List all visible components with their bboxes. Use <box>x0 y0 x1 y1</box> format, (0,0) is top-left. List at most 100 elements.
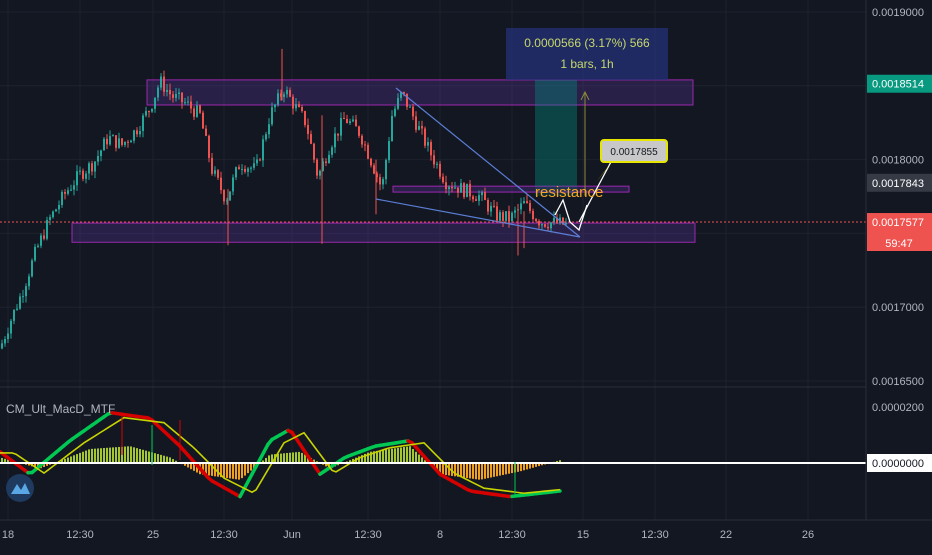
candle-body <box>106 139 108 145</box>
candle-body <box>349 121 351 123</box>
macd-histogram-bar <box>442 463 444 475</box>
candle-body <box>541 224 543 225</box>
candle-body <box>475 199 477 201</box>
candle-body <box>244 169 246 172</box>
candle-body <box>391 116 393 141</box>
price-tick-label: 0.0016500 <box>872 376 924 388</box>
candle-body <box>364 144 366 145</box>
macd-histogram-bar <box>511 463 513 473</box>
candle-body <box>85 174 87 179</box>
candle-body <box>232 177 234 191</box>
candle-body <box>304 111 306 125</box>
candle-body <box>43 235 45 238</box>
candle-body <box>526 201 528 203</box>
candle-body <box>250 168 252 169</box>
candle-body <box>109 136 111 144</box>
callout-price-text: 0.0017855 <box>610 147 658 158</box>
macd-histogram-bar <box>490 463 492 477</box>
candle-body <box>58 205 60 209</box>
tradingview-logo[interactable] <box>6 474 34 502</box>
candle-body <box>490 206 492 212</box>
candle-body <box>274 105 276 108</box>
macd-histogram-bar <box>487 463 489 478</box>
candle-body <box>145 111 147 115</box>
candle-body <box>514 210 516 212</box>
candle-body <box>64 192 66 194</box>
macd-histogram-bar <box>301 453 303 463</box>
macd-histogram-bar <box>496 463 498 476</box>
candle-body <box>340 118 342 136</box>
candle-body <box>235 167 237 177</box>
candle-body <box>157 88 159 98</box>
macd-histogram-bar <box>103 448 105 463</box>
indicator-name[interactable]: CM_Ult_MacD_MTF <box>6 402 115 416</box>
macd-histogram-bar <box>91 449 93 463</box>
macd-histogram-bar <box>142 450 144 463</box>
macd-histogram-bar <box>292 452 294 463</box>
candle-body <box>520 203 522 209</box>
macd-histogram-bar <box>412 449 414 463</box>
candle-body <box>268 124 270 134</box>
candle-body <box>307 125 309 134</box>
candle-body <box>97 156 99 162</box>
candle-body <box>115 135 117 148</box>
candle-body <box>547 227 549 228</box>
macd-histogram-bar <box>163 456 165 463</box>
macd-histogram-bar <box>382 450 384 463</box>
candle-body <box>205 129 207 136</box>
candle-body <box>469 184 471 197</box>
bar-countdown: 59:47 <box>885 238 913 250</box>
candle-body <box>454 187 456 188</box>
macd-histogram-bar <box>235 463 237 479</box>
candle-body <box>466 184 468 197</box>
candle-body <box>199 106 201 113</box>
candle-body <box>502 212 504 221</box>
candle-body <box>73 185 75 189</box>
support-zone <box>72 223 695 242</box>
candle-body <box>211 158 213 174</box>
candle-body <box>40 235 42 245</box>
macd-histogram-bar <box>403 447 405 463</box>
candle-body <box>175 94 177 98</box>
macd-histogram-bar <box>409 446 411 463</box>
macd-histogram-bar <box>391 449 393 463</box>
candle-body <box>31 260 33 276</box>
macd-zero-tag-label: 0.0000000 <box>872 458 924 470</box>
candle-body <box>49 217 51 220</box>
candle-body <box>298 104 300 107</box>
price-tag-label: 0.0018514 <box>872 79 924 91</box>
macd-histogram-bar <box>127 446 129 463</box>
candle-body <box>139 131 141 134</box>
candle-body <box>127 142 129 143</box>
candle-body <box>277 93 279 104</box>
candle-body <box>121 138 123 145</box>
candle-body <box>223 190 225 201</box>
candle-body <box>379 177 381 184</box>
macd-histogram-bar <box>289 453 291 463</box>
candle-body <box>319 171 321 176</box>
candle-body <box>529 203 531 211</box>
candle-body <box>460 183 462 192</box>
candle-body <box>283 94 285 97</box>
candle-body <box>256 159 258 163</box>
candle-body <box>178 93 180 94</box>
candle-body <box>181 93 183 103</box>
candle-body <box>265 134 267 139</box>
macd-histogram-bar <box>97 448 99 463</box>
macd-histogram-bar <box>463 463 465 478</box>
measure-range-green <box>535 80 577 186</box>
candle-body <box>118 138 120 147</box>
candle-body <box>565 223 567 225</box>
time-tick-label: 26 <box>802 529 814 541</box>
macd-histogram-bar <box>478 463 480 480</box>
macd-histogram-bar <box>241 463 243 478</box>
time-tick-label: 12:30 <box>498 529 526 541</box>
candle-body <box>202 113 204 129</box>
macd-histogram-bar <box>286 453 288 463</box>
macd-histogram-bar <box>517 463 519 472</box>
macd-histogram-bar <box>238 463 240 480</box>
candle-body <box>415 116 417 129</box>
macd-histogram-bar <box>466 463 468 478</box>
candle-body <box>28 276 30 286</box>
